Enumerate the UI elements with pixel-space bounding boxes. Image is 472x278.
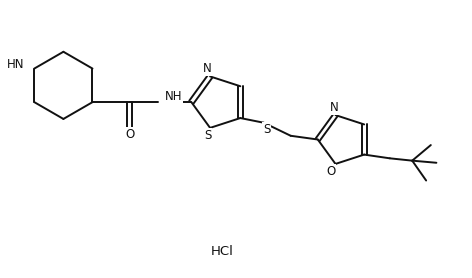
Text: S: S [204, 129, 211, 142]
Text: N: N [330, 101, 339, 114]
Text: O: O [326, 165, 336, 178]
Text: S: S [263, 123, 270, 136]
Text: HCl: HCl [211, 245, 234, 258]
Text: NH: NH [165, 90, 182, 103]
Text: O: O [125, 128, 135, 141]
Text: N: N [203, 62, 212, 75]
Text: HN: HN [7, 58, 24, 71]
